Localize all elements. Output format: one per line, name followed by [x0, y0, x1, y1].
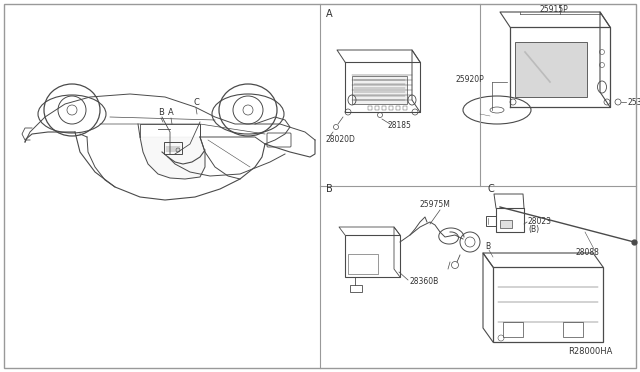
Bar — [515, 42, 587, 97]
Text: 28185: 28185 — [388, 121, 412, 130]
Bar — [403, 106, 407, 110]
Bar — [389, 106, 393, 110]
Text: 28088: 28088 — [575, 248, 599, 257]
Bar — [375, 106, 379, 110]
Text: C: C — [487, 184, 493, 194]
Bar — [382, 106, 386, 110]
Text: 25915P: 25915P — [540, 5, 569, 14]
Text: C: C — [193, 98, 199, 107]
Bar — [563, 322, 583, 337]
Text: (B): (B) — [528, 225, 539, 234]
Bar — [164, 142, 182, 154]
Text: 25975M: 25975M — [420, 200, 451, 209]
Bar — [345, 235, 400, 277]
Text: B: B — [158, 108, 164, 117]
Text: R28000HA: R28000HA — [568, 347, 612, 356]
Text: 25371D: 25371D — [627, 98, 640, 107]
Text: A: A — [168, 108, 173, 117]
Bar — [503, 322, 523, 337]
Text: A: A — [326, 9, 333, 19]
Bar — [486, 216, 496, 226]
Text: B: B — [326, 184, 333, 194]
Bar — [496, 208, 524, 232]
Text: 28360B: 28360B — [410, 277, 439, 286]
Text: 25920P: 25920P — [455, 75, 484, 84]
Text: B: B — [485, 242, 490, 251]
Bar — [368, 106, 372, 110]
Bar — [348, 254, 378, 274]
Bar — [396, 106, 400, 110]
Bar — [493, 267, 603, 342]
Text: 28023: 28023 — [528, 217, 552, 226]
Polygon shape — [140, 137, 205, 179]
Text: 28020D: 28020D — [325, 135, 355, 144]
Bar — [350, 285, 362, 292]
Bar — [352, 76, 407, 104]
Bar — [500, 220, 512, 228]
